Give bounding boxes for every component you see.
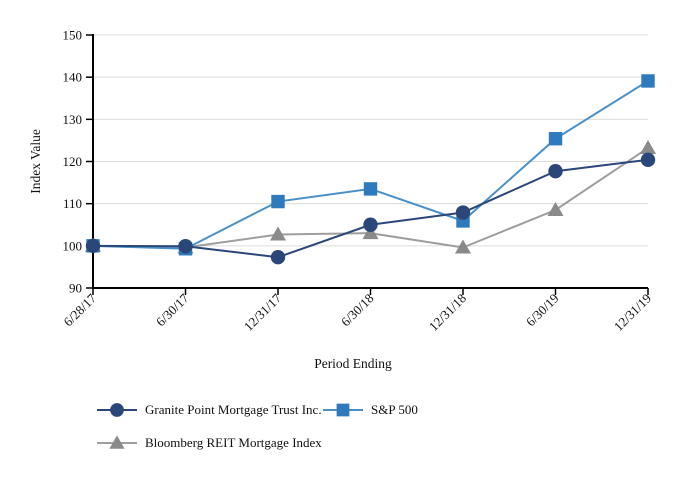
series-marker-s-p-500 <box>363 182 378 196</box>
x-tick-label: 6/30/17 <box>153 290 192 329</box>
series-marker-granite-point-mortgage-trust-inc <box>640 152 656 168</box>
series-marker-bloomberg-reit-mortgage-index <box>455 239 471 254</box>
y-tick-label: 130 <box>63 112 83 127</box>
series-marker-s-p-500 <box>641 74 655 88</box>
y-axis-title: Index Value <box>28 129 43 194</box>
x-tick-label: 6/28/17 <box>60 290 99 329</box>
x-tick-label: 12/31/18 <box>426 291 469 334</box>
x-tick-label: 12/31/17 <box>241 290 285 334</box>
series-marker-granite-point-mortgage-trust-inc <box>455 205 471 220</box>
series-marker-granite-point-mortgage-trust-inc <box>363 217 378 232</box>
gridlines <box>93 34 648 247</box>
y-tick-labels: 90 100 110 120 130 140 150 <box>63 28 83 296</box>
x-tick-label: 6/30/19 <box>523 291 562 330</box>
x-tick-label: 6/30/18 <box>338 291 377 330</box>
y-tick-label: 140 <box>63 70 83 85</box>
series-marker-granite-point-mortgage-trust-inc <box>548 163 563 179</box>
series-marker-bloomberg-reit-mortgage-index <box>270 226 286 241</box>
axes <box>86 34 649 295</box>
plot-series <box>85 74 656 265</box>
y-tick-label: 100 <box>63 238 83 253</box>
series-marker-s-p-500 <box>271 194 285 209</box>
y-tick-label: 110 <box>63 196 82 211</box>
series-marker-bloomberg-reit-mortgage-index <box>362 225 379 240</box>
series-marker-granite-point-mortgage-trust-inc <box>85 238 101 254</box>
series-marker-bloomberg-reit-mortgage-index <box>547 201 564 216</box>
x-tick-label: 12/31/19 <box>611 291 654 334</box>
x-tick-labels: 6/28/17 6/30/17 12/31/17 6/30/18 12/31/18 6/3… <box>60 290 654 334</box>
y-tick-label: 150 <box>63 28 83 43</box>
series-marker-bloomberg-reit-mortgage-index <box>640 140 656 155</box>
y-tick-label: 120 <box>63 154 83 169</box>
series-marker-granite-point-mortgage-trust-inc <box>270 250 286 265</box>
series-line-granite-point-mortgage-trust-inc <box>92 158 649 259</box>
y-tick-label: 90 <box>69 281 82 296</box>
series-marker-s-p-500 <box>548 132 563 146</box>
x-axis-title: Period Ending <box>314 356 392 371</box>
series-marker-granite-point-mortgage-trust-inc <box>178 239 193 254</box>
